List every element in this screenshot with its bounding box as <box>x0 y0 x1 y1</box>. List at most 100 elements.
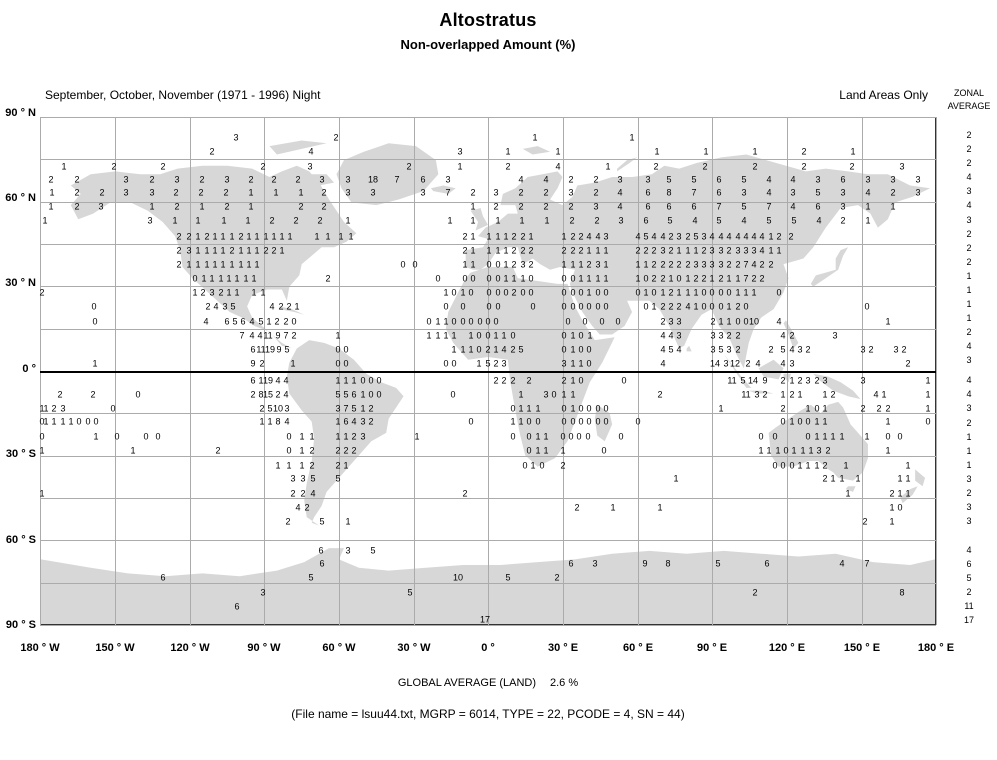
map-value: 1 <box>335 375 341 386</box>
map-value: 2 <box>726 259 732 270</box>
map-value: 0 <box>743 316 749 327</box>
map-value: 2 <box>676 259 682 270</box>
map-value: 2 <box>343 445 349 456</box>
map-value: 18 <box>367 174 379 185</box>
map-value: 2 <box>776 231 782 242</box>
map-value: 1 <box>780 389 786 400</box>
map-value: 1 <box>603 273 609 284</box>
map-value: 0 <box>805 416 811 427</box>
map-value: 9 <box>250 358 256 369</box>
map-value: 2 <box>651 259 657 270</box>
map-value: 2 <box>304 502 310 513</box>
map-value: 1 <box>518 389 524 400</box>
map-value: 0 <box>925 416 931 427</box>
map-value: 3 <box>595 259 601 270</box>
map-value: 0 <box>776 287 782 298</box>
map-value: 0 <box>701 301 707 312</box>
map-value: 1 <box>905 488 911 499</box>
map-value: 1 <box>248 187 254 198</box>
map-value: 0 <box>635 416 641 427</box>
map-value: 3 <box>865 174 871 185</box>
map-value: 3 <box>617 174 623 185</box>
map-value: 1 <box>246 245 252 256</box>
map-value: 0 <box>143 431 149 442</box>
lat-gridline <box>40 456 936 457</box>
map-value: 3 <box>726 344 732 355</box>
map-value: 2 <box>685 259 691 270</box>
map-value: 5 <box>766 215 772 226</box>
map-value: 1 <box>766 445 772 456</box>
map-value: 6 <box>250 344 256 355</box>
map-value: 2 <box>735 330 741 341</box>
map-value: 2 <box>762 389 768 400</box>
zonal-average-header: ZONAL AVERAGE <box>947 88 991 111</box>
map-value: 2 <box>335 460 341 471</box>
map-value: 0 <box>39 416 45 427</box>
lon-tick-label: 120 ° E <box>768 642 806 654</box>
map-value: 5 <box>230 301 236 312</box>
map-value: 1 <box>889 502 895 513</box>
map-value: 1 <box>570 259 576 270</box>
map-value: 1 <box>890 201 896 212</box>
map-value: 1 <box>586 245 592 256</box>
map-value: 4 <box>283 389 289 400</box>
map-value: 1 <box>735 273 741 284</box>
map-value: 1 <box>345 215 351 226</box>
map-value: 0 <box>450 389 456 400</box>
map-value: 1 <box>476 358 482 369</box>
map-value: 5 <box>518 344 524 355</box>
map-value: 1 <box>470 245 476 256</box>
map-value: 2 <box>278 301 284 312</box>
map-value: 4 <box>284 416 290 427</box>
map-value: 3 <box>123 187 129 198</box>
map-value: 0 <box>561 273 567 284</box>
map-value: 3 <box>893 344 899 355</box>
zonal-average-value: 3 <box>966 403 972 413</box>
map-value: 3 <box>593 201 599 212</box>
map-value: 0 <box>578 375 584 386</box>
map-value: 2 <box>293 215 299 226</box>
map-value: 1 <box>273 187 279 198</box>
map-value: 5 <box>267 403 273 414</box>
map-value: 1 <box>470 201 476 212</box>
map-value: 2 <box>111 161 117 172</box>
map-value: 3 <box>668 316 674 327</box>
map-value: 1 <box>718 403 724 414</box>
map-value: 4 <box>295 502 301 513</box>
map-value: 2 <box>286 301 292 312</box>
map-value: 2 <box>568 201 574 212</box>
map-value: 4 <box>668 330 674 341</box>
map-value: 2 <box>321 187 327 198</box>
map-value: 2 <box>868 344 874 355</box>
map-value: 1 <box>897 488 903 499</box>
map-value: 0 <box>797 416 803 427</box>
lat-gridline <box>40 413 936 414</box>
lat-tick-label: 0 ° <box>22 363 36 375</box>
zonal-average-value: 2 <box>966 418 972 428</box>
map-value: 3 <box>701 259 707 270</box>
map-value: 0 <box>528 287 534 298</box>
map-value: 0 <box>460 301 466 312</box>
lat-tick-label: 30 ° N <box>5 277 36 289</box>
zonal-average-value: 4 <box>966 545 972 555</box>
map-value: 4 <box>308 146 314 157</box>
map-value: 1 <box>578 358 584 369</box>
map-value: 0 <box>561 301 567 312</box>
map-value: 1 <box>199 201 205 212</box>
map-value: 3 <box>174 174 180 185</box>
map-value: 4 <box>660 330 666 341</box>
map-value: 4 <box>790 201 796 212</box>
map-value: 1 <box>543 431 549 442</box>
map-value: 0 <box>603 403 609 414</box>
map-value: 2 <box>735 259 741 270</box>
map-value: 0 <box>486 259 492 270</box>
map-value: 7 <box>743 259 749 270</box>
map-value: 3 <box>890 174 896 185</box>
map-value: 1 <box>245 215 251 226</box>
map-value: 2 <box>309 445 315 456</box>
map-value: 0 <box>91 301 97 312</box>
map-value: 1 <box>864 431 870 442</box>
map-value: 1 <box>195 259 201 270</box>
lat-gridline <box>40 583 936 584</box>
map-value: 4 <box>741 215 747 226</box>
